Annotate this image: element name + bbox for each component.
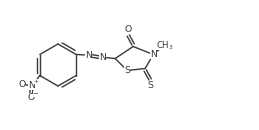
Text: O: O bbox=[125, 24, 132, 34]
Text: S: S bbox=[147, 81, 153, 90]
Text: N: N bbox=[150, 50, 157, 59]
Text: N: N bbox=[28, 81, 35, 90]
Text: O: O bbox=[18, 80, 25, 89]
Text: −: − bbox=[33, 91, 38, 97]
Text: S: S bbox=[124, 66, 130, 75]
Text: N: N bbox=[85, 51, 92, 60]
Text: 3: 3 bbox=[169, 44, 172, 50]
Text: +: + bbox=[33, 79, 39, 84]
Text: CH: CH bbox=[157, 41, 169, 50]
Text: N: N bbox=[99, 53, 106, 62]
Text: O: O bbox=[27, 93, 34, 102]
